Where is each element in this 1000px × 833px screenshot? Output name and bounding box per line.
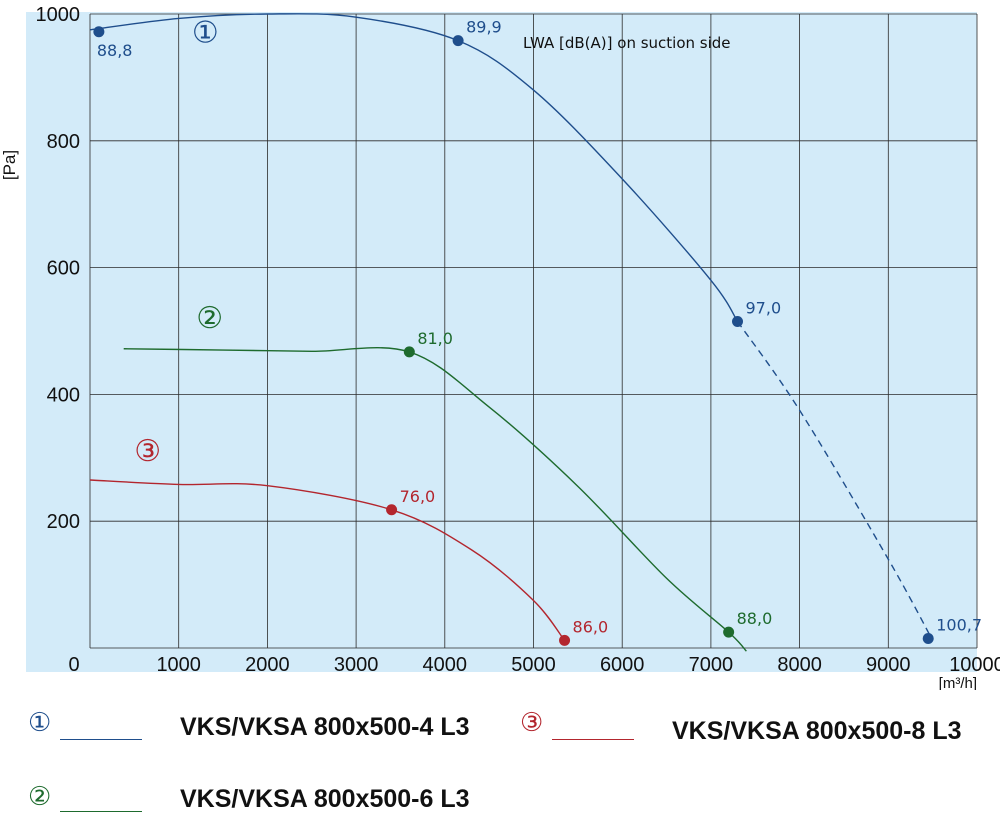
x-tick-label: 5000 <box>511 654 556 676</box>
x-tick-label: 4000 <box>423 654 468 676</box>
data-point <box>386 504 398 516</box>
series-marker-1: ① <box>192 16 219 51</box>
data-label: 97,0 <box>746 298 782 317</box>
x-tick-label: 6000 <box>600 654 645 676</box>
x-tick-label: 9000 <box>866 654 911 676</box>
legend-label-2: VKS/VKSA 800x500-6 L3 <box>180 785 470 813</box>
x-tick-label: 10000 <box>949 654 1000 676</box>
y-axis-label: [Pa] <box>0 150 19 180</box>
x-axis-label: [m³/h] <box>939 675 977 690</box>
legend-line-3 <box>552 739 634 740</box>
legend-label-3: VKS/VKSA 800x500-8 L3 <box>672 717 962 745</box>
series-line-dashed-1 <box>736 321 934 641</box>
series-line-2 <box>123 347 747 652</box>
y-tick-label: 800 <box>47 131 80 153</box>
annotation-lwa: LWA [dB(A)] on suction side <box>523 34 731 52</box>
grid <box>89 13 978 649</box>
data-point <box>922 632 934 644</box>
x-tick-label: 1000 <box>156 654 201 676</box>
series-3: 76,0 86,0 ③ <box>89 434 609 646</box>
data-point <box>93 26 105 38</box>
data-point <box>403 346 415 358</box>
data-label: 89,9 <box>466 18 502 37</box>
x-tick-label: 2000 <box>245 654 290 676</box>
series-marker-2: ② <box>196 301 223 336</box>
data-label: 76,0 <box>400 487 436 506</box>
legend-marker-1: ① <box>28 708 52 738</box>
data-label: 88,0 <box>737 609 773 628</box>
y-tick-label: 600 <box>47 258 80 280</box>
x-tick-label: 8000 <box>777 654 822 676</box>
x-tick-label: 0 <box>68 654 79 676</box>
legend-marker-3: ③ <box>520 708 544 738</box>
y-tick-label: 1000 <box>36 4 81 26</box>
data-point <box>723 626 735 638</box>
data-point <box>559 634 571 646</box>
data-point <box>452 35 464 47</box>
series-2: 81,0 88,0 ② <box>123 301 773 652</box>
legend-item-series-1: ① VKS/VKSA 800x500-4 L3 <box>0 706 520 746</box>
chart-svg: 0 1000 2000 3000 4000 5000 6000 7000 8000 9000 100… <box>0 4 1000 690</box>
legend-marker-2: ② <box>28 782 52 812</box>
y-tick-label: 200 <box>47 511 80 533</box>
x-tick-label: 7000 <box>689 654 734 676</box>
legend-label-1: VKS/VKSA 800x500-4 L3 <box>180 713 470 741</box>
series-1: 88,8 89,9 97,0 100,7 ① <box>89 13 982 644</box>
legend-item-series-3: ③ VKS/VKSA 800x500-8 L3 <box>0 706 1000 746</box>
legend-line-1 <box>60 739 142 740</box>
series-marker-3: ③ <box>134 434 161 469</box>
y-tick-label: 400 <box>47 384 80 406</box>
data-label: 81,0 <box>417 329 453 348</box>
data-point <box>732 315 744 327</box>
data-label: 100,7 <box>936 615 982 634</box>
data-label: 88,8 <box>97 41 133 60</box>
legend-line-2 <box>60 811 142 812</box>
legend-item-series-2: ② VKS/VKSA 800x500-6 L3 <box>0 780 520 820</box>
series-line-3 <box>89 479 566 641</box>
data-label: 86,0 <box>573 617 609 636</box>
x-tick-label: 3000 <box>334 654 379 676</box>
